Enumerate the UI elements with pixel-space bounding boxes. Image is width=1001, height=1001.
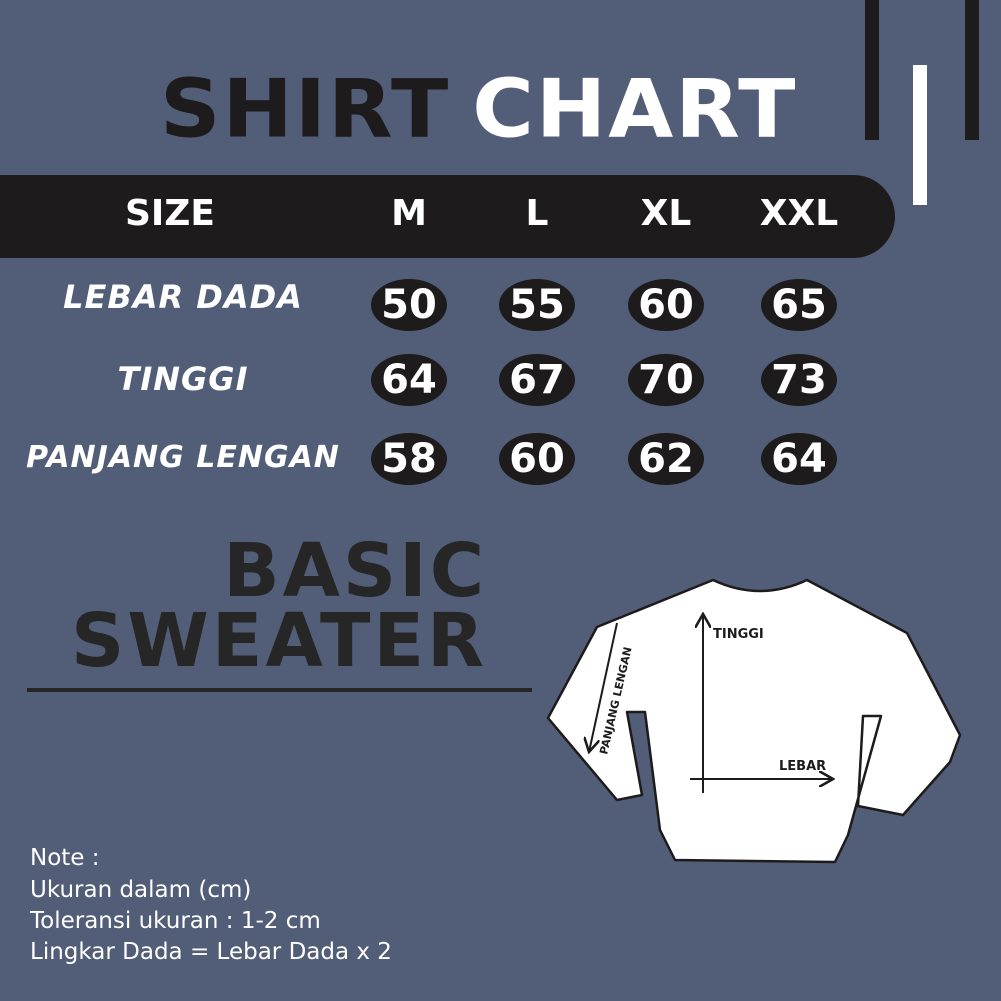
header-size-xl: XL: [640, 193, 692, 234]
value-cell: 58: [371, 433, 447, 485]
row-label-tinggi: TINGGI: [117, 360, 249, 398]
diagram-height-label: TINGGI: [713, 627, 764, 642]
value-cell: 55: [499, 279, 575, 331]
decor-bar-1: [865, 0, 879, 140]
note-line: Lingkar Dada = Lebar Dada x 2: [30, 939, 392, 965]
header-size-l: L: [525, 193, 549, 234]
value-cell: 62: [628, 433, 704, 485]
header-size-xxl: XXL: [759, 193, 839, 234]
row-label-panjang-lengan: PANJANG LENGAN: [26, 440, 340, 475]
note-heading: Note :: [30, 845, 100, 871]
product-line1: BASIC: [223, 528, 487, 614]
sleeve-arrow-icon: [589, 622, 618, 752]
product-line2: SWEATER: [70, 598, 487, 684]
page-title: SHIRT CHART: [160, 62, 797, 155]
header-bar: [0, 175, 895, 258]
value-cell: 50: [371, 279, 447, 331]
header-size: SIZE: [124, 193, 216, 234]
value-cell: 64: [371, 354, 447, 406]
decor-bar-3: [965, 0, 979, 140]
decor-bar-2: [913, 65, 927, 205]
note-line: Toleransi ukuran : 1-2 cm: [30, 908, 321, 934]
title-chart: CHART: [472, 62, 798, 156]
diagram-width-label: LEBAR: [779, 759, 826, 774]
value-cell: 70: [628, 354, 704, 406]
header-size-m: M: [391, 193, 427, 234]
value-cell: 64: [761, 433, 837, 485]
divider: [27, 688, 532, 692]
title-shirt: SHIRT: [160, 62, 451, 156]
value-cell: 60: [499, 433, 575, 485]
row-label-lebar-dada: LEBAR DADA: [63, 278, 303, 316]
value-cell: 67: [499, 354, 575, 406]
sweater-outline: [546, 578, 962, 864]
value-cell: 60: [628, 279, 704, 331]
value-cell: 65: [761, 279, 837, 331]
value-cell: 73: [761, 354, 837, 406]
note-line: Ukuran dalam (cm): [30, 877, 252, 903]
